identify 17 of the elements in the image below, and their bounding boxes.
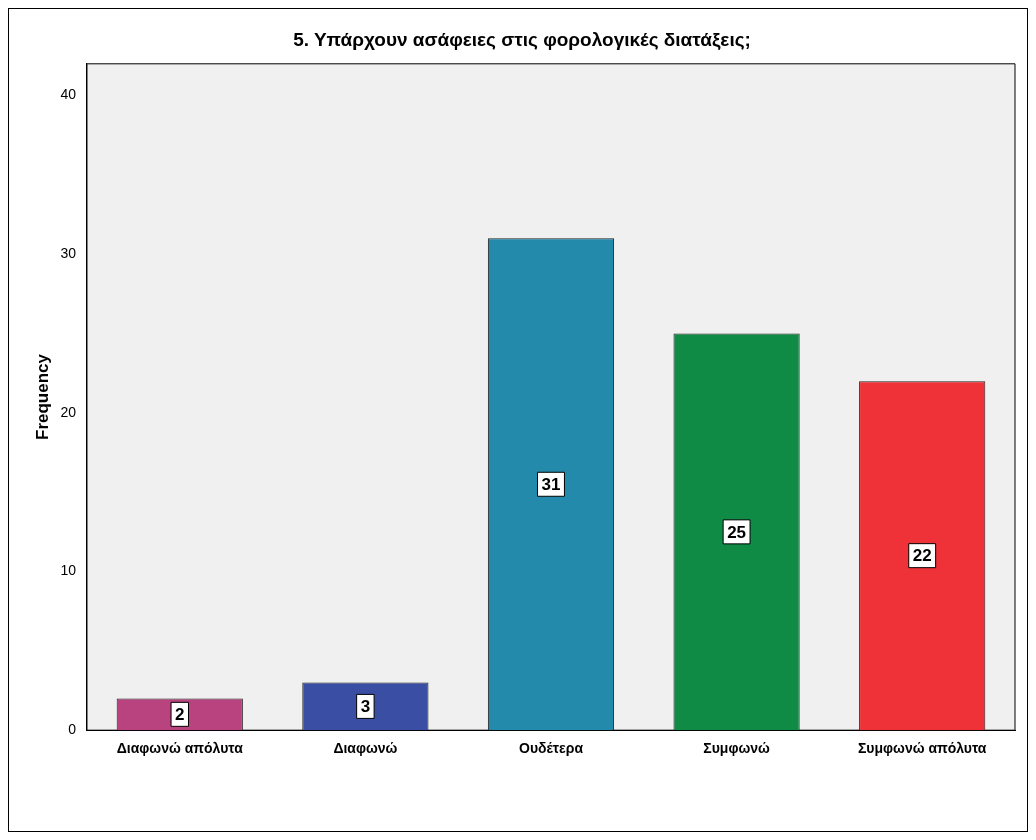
y-tick-label: 30 <box>60 245 77 262</box>
data-label: 25 <box>727 522 747 542</box>
y-tick-label: 40 <box>60 86 77 103</box>
x-tick-label: Διαφωνώ <box>333 740 398 757</box>
x-tick-label: Ουδέτερα <box>518 740 584 757</box>
data-label: 3 <box>360 697 371 717</box>
data-label: 31 <box>541 474 561 494</box>
x-tick-label: Διαφωνώ απόλυτα <box>116 740 244 757</box>
data-label: 2 <box>175 705 185 725</box>
y-axis-title: Frequency <box>32 353 52 440</box>
y-tick-label: 10 <box>60 562 77 579</box>
y-tick-label: 20 <box>60 403 77 420</box>
y-tick-label: 0 <box>68 721 77 738</box>
x-tick-label: Συμφωνώ <box>703 740 771 757</box>
chart-title: 5. Υπάρχουν ασάφειες στις φορολογικές διατάξεις; <box>293 28 751 51</box>
x-tick-label: Συμφωνώ απόλυτα <box>857 740 987 757</box>
data-label: 22 <box>912 546 932 566</box>
